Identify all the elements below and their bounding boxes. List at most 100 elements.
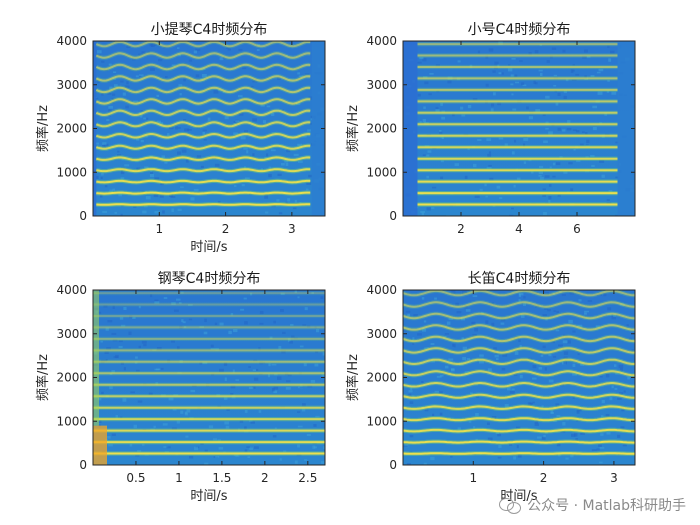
attack-transient [93, 425, 107, 465]
noise-mark [607, 45, 610, 48]
noise-mark [312, 445, 316, 449]
noise-mark [163, 46, 166, 49]
noise-mark [534, 292, 538, 295]
chart-title: 小号C4时频分布 [468, 22, 571, 38]
noise-mark [156, 120, 162, 124]
noise-mark [561, 293, 566, 296]
noise-mark [267, 373, 271, 378]
noise-mark [423, 320, 427, 323]
noise-mark [175, 126, 179, 130]
y-axis-label: 频率/Hz [35, 354, 51, 401]
x-tick-label: 4 [515, 222, 523, 236]
noise-mark [138, 305, 141, 309]
noise-mark [532, 365, 537, 369]
noise-mark [141, 51, 146, 55]
noise-mark [551, 47, 557, 50]
noise-mark [563, 356, 568, 360]
noise-mark [504, 404, 509, 408]
noise-mark [140, 139, 144, 143]
noise-mark [509, 214, 514, 216]
noise-mark [601, 399, 605, 404]
noise-mark [556, 443, 561, 447]
noise-mark [193, 50, 198, 54]
noise-mark [254, 446, 259, 449]
noise-mark [218, 89, 222, 92]
noise-mark [619, 367, 623, 371]
noise-mark [294, 290, 298, 294]
noise-mark [552, 175, 556, 178]
noise-mark [223, 396, 228, 400]
noise-mark [497, 456, 502, 459]
watermark: 公众号 · Matlab科研助手 [499, 495, 686, 515]
noise-mark [519, 60, 523, 62]
y-tick-label: 0 [79, 209, 87, 223]
noise-mark [461, 337, 465, 341]
noise-mark [185, 435, 189, 438]
noise-mark [111, 370, 115, 373]
noise-mark [461, 114, 466, 117]
heatmap-background [93, 41, 325, 216]
noise-mark [107, 114, 112, 117]
noise-mark [607, 307, 612, 311]
noise-mark [605, 413, 610, 418]
harmonic-band [96, 168, 311, 173]
noise-mark [113, 84, 118, 88]
noise-mark [113, 356, 119, 358]
noise-mark [97, 79, 100, 84]
noise-mark [498, 137, 504, 140]
noise-mark [102, 142, 107, 145]
noise-mark [562, 340, 568, 344]
noise-mark [268, 173, 272, 178]
noise-mark [295, 102, 301, 106]
noise-mark [226, 408, 230, 411]
noise-mark [218, 447, 224, 450]
noise-mark [531, 170, 534, 174]
noise-mark [522, 84, 527, 87]
noise-mark [494, 61, 499, 65]
harmonic-band [403, 382, 635, 388]
noise-mark [519, 345, 522, 349]
noise-mark [432, 186, 437, 189]
noise-mark [548, 184, 552, 187]
noise-mark [306, 181, 312, 185]
noise-mark [439, 391, 443, 394]
noise-mark [217, 405, 222, 408]
noise-mark [160, 183, 164, 186]
noise-mark [98, 419, 102, 423]
noise-mark [244, 409, 248, 413]
noise-mark [510, 207, 514, 210]
noise-mark [611, 385, 614, 389]
noise-mark [424, 81, 429, 85]
noise-mark [109, 86, 113, 90]
noise-mark [210, 348, 216, 351]
noise-mark [164, 45, 170, 48]
noise-mark [567, 120, 571, 124]
noise-mark [516, 177, 521, 180]
noise-mark [548, 379, 554, 383]
noise-mark [513, 74, 518, 78]
noise-mark [144, 166, 149, 170]
noise-mark [201, 74, 207, 78]
noise-mark [533, 80, 536, 85]
noise-mark [149, 43, 154, 47]
noise-mark [294, 460, 298, 464]
noise-mark [97, 397, 102, 401]
noise-mark [441, 116, 446, 120]
noise-mark [528, 116, 533, 120]
noise-mark [122, 398, 127, 402]
noise-mark [150, 170, 153, 173]
noise-mark [466, 357, 471, 361]
noise-mark [290, 323, 294, 326]
noise-mark [108, 109, 112, 112]
x-tick-label: 0.5 [126, 471, 145, 485]
noise-mark [462, 356, 467, 361]
noise-mark [171, 302, 176, 306]
y-tick-label: 3000 [366, 327, 397, 341]
x-tick-label: 2 [540, 471, 548, 485]
x-axis-label: 时间/s [190, 489, 227, 504]
noise-mark [161, 155, 166, 159]
noise-mark [154, 301, 160, 304]
noise-mark [455, 302, 460, 306]
noise-mark [240, 63, 243, 65]
